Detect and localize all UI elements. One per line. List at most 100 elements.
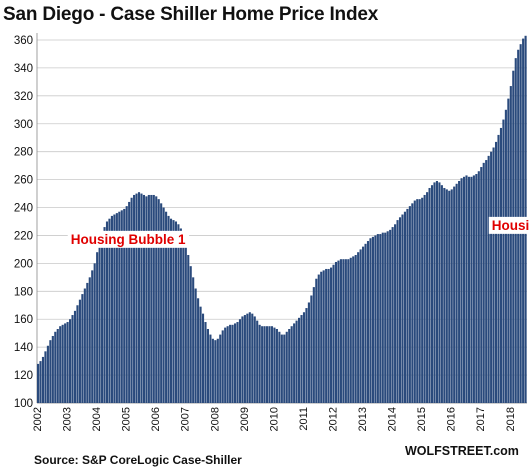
bar [265,326,269,403]
bar [467,176,471,403]
bar [460,178,463,403]
annotation-label: Housing Bubble 2 [492,218,529,233]
bar [366,241,370,403]
bar [44,351,47,403]
bar [465,175,468,403]
bar [391,227,394,403]
x-tick-label: 2005 [121,407,133,431]
bar [317,274,320,403]
bar [219,334,222,403]
bar [381,232,384,403]
x-axis-ticks: 2002 2003 2004 2005 2006 2007 2008 2009 2010 2011… [32,407,517,431]
y-tick-label: 360 [14,35,33,47]
bar [339,259,342,403]
bar [115,213,118,403]
bar [394,224,397,403]
annotations: Housing Bubble 1 Housing Bubble 2 [67,216,529,248]
bar [295,320,298,403]
bar [96,252,99,403]
bar [371,236,374,403]
bar-series [37,35,527,404]
bar [261,326,264,403]
bar [211,338,214,403]
bar [369,238,372,403]
bar [285,331,288,403]
bar [152,194,155,403]
bar [241,316,244,403]
bar [194,288,197,403]
bar [430,185,434,403]
bar [374,235,377,403]
bar [320,271,323,403]
bar [140,193,143,403]
bar [184,243,187,403]
bar [76,305,79,403]
bar [64,323,67,403]
bar [288,329,291,403]
bar [426,192,429,403]
bar [71,315,74,403]
bar [189,266,192,403]
bar [209,334,212,403]
bar [310,295,313,403]
bar [455,183,458,403]
x-tick-label: 2016 [446,407,458,431]
bar [403,211,406,403]
x-tick-label: 2015 [416,407,428,431]
bar [450,189,453,403]
y-axis-ticks: 100 120 140 160 180 200 220 240 260 280 300 320 340 3… [14,35,33,410]
bar [475,174,478,403]
bar [300,315,303,403]
x-tick-label: 2013 [357,407,369,431]
bar [482,162,485,403]
bar [91,270,94,403]
bar [73,310,77,403]
bar [182,234,185,403]
y-tick-label: 200 [14,258,33,270]
annotation-background [488,216,529,234]
bar [428,187,431,403]
bar [251,313,254,403]
bar [167,215,170,403]
bar [165,211,168,403]
y-tick-label: 300 [14,119,33,131]
bar [135,193,138,403]
bar [69,319,72,403]
y-tick-label: 120 [14,370,33,382]
source-note: Source: S&P CoreLogic Case-Shiller [34,453,242,467]
bar [248,312,251,403]
bar [485,160,488,403]
bar [155,196,158,403]
x-tick-label: 2012 [327,407,339,431]
bar [157,199,160,403]
bar [51,335,54,403]
bar [61,324,64,403]
bar [46,345,49,403]
bar [221,330,224,403]
x-tick-label: 2007 [180,407,192,431]
y-tick-label: 180 [14,286,33,298]
bar [231,324,234,403]
x-tick-label: 2006 [150,407,162,431]
bar [216,338,219,403]
x-tick-label: 2008 [209,407,221,431]
bar [386,231,389,403]
bar [492,147,495,403]
bar [487,155,490,403]
y-tick-label: 280 [14,147,33,159]
bar [337,260,340,403]
bar [477,171,480,403]
bar [66,322,69,403]
bar [174,221,178,403]
y-tick-label: 220 [14,230,33,242]
x-tick-label: 2014 [387,407,399,431]
bar [103,227,106,403]
bar [56,329,59,403]
bar [197,298,200,403]
bar [270,326,274,403]
bar [418,199,421,403]
bar [376,234,379,403]
bar [113,214,116,403]
x-tick-label: 2002 [32,407,44,431]
